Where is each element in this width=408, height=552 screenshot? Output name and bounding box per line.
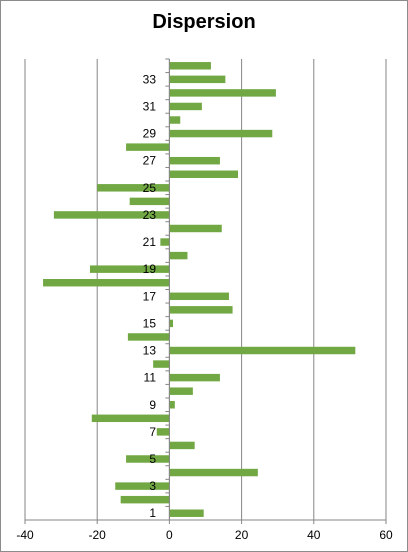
axis — [24, 58, 387, 524]
y-tick-label: 27 — [143, 154, 157, 168]
bar-13 — [169, 346, 356, 355]
bar-10 — [169, 387, 193, 395]
bar-29 — [169, 129, 273, 138]
bar-23 — [53, 211, 170, 219]
x-tick-label: 40 — [307, 528, 321, 542]
bar-28 — [126, 143, 170, 151]
x-tick-label: -40 — [16, 528, 34, 542]
bar-18 — [43, 278, 170, 287]
y-tick-label: 21 — [143, 235, 157, 249]
bar-7 — [156, 428, 170, 436]
y-tick-label: 25 — [143, 181, 157, 195]
bar-34 — [169, 62, 211, 70]
bar-25 — [97, 184, 170, 192]
y-tick-label: 11 — [144, 371, 157, 385]
bar-6 — [169, 441, 195, 450]
bar-20 — [169, 251, 188, 260]
y-tick-label: 23 — [143, 208, 157, 222]
bar-24 — [129, 197, 170, 206]
x-tick-label: -20 — [89, 528, 107, 542]
x-tick-label: 60 — [379, 528, 393, 542]
y-tick-label: 9 — [149, 398, 156, 412]
bar-27 — [169, 156, 220, 165]
bar-33 — [169, 75, 226, 84]
bar-21 — [160, 238, 170, 246]
y-tick-label: 17 — [143, 289, 157, 303]
bar-16 — [169, 306, 233, 314]
chart-title: Dispersion — [152, 11, 256, 33]
bar-5 — [126, 455, 170, 463]
y-tick-label: 5 — [149, 452, 156, 466]
bar-12 — [153, 360, 170, 368]
bar-15 — [169, 319, 174, 328]
bars — [43, 62, 356, 517]
y-tick-label: 33 — [143, 72, 157, 86]
gridlines — [24, 59, 387, 520]
bar-19 — [89, 265, 170, 273]
y-tick-label: 19 — [143, 262, 157, 276]
y-tick-label: 29 — [143, 127, 157, 141]
bar-30 — [169, 116, 181, 124]
bar-2 — [120, 495, 170, 504]
y-tick-label: 1 — [149, 506, 156, 520]
x-tick-label: 20 — [235, 528, 249, 542]
y-tick-label: 7 — [149, 425, 156, 439]
bar-8 — [91, 414, 170, 423]
bar-31 — [169, 102, 202, 111]
bar-1 — [169, 509, 204, 517]
y-tick-label: 13 — [143, 344, 157, 358]
x-tick-labels: -40 -20 0 20 40 60 — [16, 528, 393, 542]
y-tick-label: 15 — [143, 316, 157, 330]
bar-26 — [169, 170, 238, 178]
bar-11 — [169, 373, 220, 382]
bar-22 — [169, 224, 222, 233]
bar-14 — [127, 333, 170, 341]
bar-17 — [169, 292, 229, 301]
bar-4 — [169, 468, 258, 477]
x-tick-label: 0 — [166, 528, 173, 542]
bar-9 — [169, 401, 175, 409]
bar-32 — [169, 89, 276, 97]
y-tick-label: 31 — [143, 99, 157, 113]
bar-3 — [115, 482, 170, 490]
y-tick-label: 3 — [149, 479, 156, 493]
